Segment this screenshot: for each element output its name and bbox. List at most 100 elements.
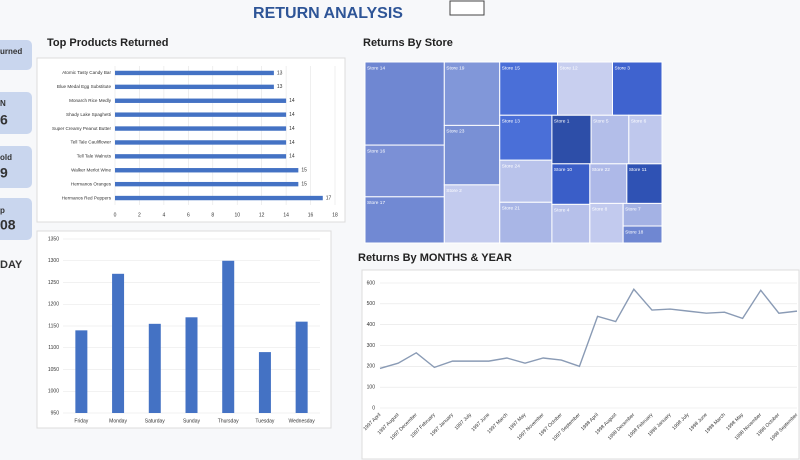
cell-label: Store 23 bbox=[446, 129, 464, 135]
y-tick-label: 1100 bbox=[48, 345, 59, 351]
treemap-cell bbox=[589, 202, 624, 244]
x-tick-label: 0 bbox=[114, 212, 117, 218]
x-tick-label: 6 bbox=[187, 212, 190, 218]
kpi-card bbox=[0, 146, 32, 188]
y-tick-label: 1250 bbox=[48, 280, 59, 286]
cell-label: Store 18 bbox=[625, 229, 643, 235]
x-tick-label: 8 bbox=[211, 212, 214, 218]
data-label: 13 bbox=[277, 84, 283, 90]
y-tick-label: Super Creamy Peanut Butter bbox=[52, 126, 111, 131]
y-tick-label: Hermanos Red Peppers bbox=[62, 195, 112, 200]
cell-label: Store 19 bbox=[446, 65, 464, 71]
cell-label: Store 12 bbox=[559, 65, 577, 71]
y-tick-label: Tell Tale Cauliflower bbox=[70, 140, 111, 145]
treemap-cell bbox=[364, 144, 445, 198]
y-tick-label: Blue Medal Egg Substitute bbox=[57, 84, 112, 89]
bar bbox=[115, 154, 287, 159]
treemap-cell bbox=[499, 114, 553, 161]
x-tick-label: 14 bbox=[283, 212, 289, 218]
kpi-value: 08 bbox=[0, 217, 16, 233]
y-tick-label: 1300 bbox=[48, 258, 59, 264]
x-tick-label: Saturday bbox=[145, 418, 166, 424]
kpi-card bbox=[0, 40, 32, 70]
y-tick-label: Shady Lake Spaghetti bbox=[66, 112, 111, 117]
treemap-cell bbox=[622, 225, 663, 244]
data-label: 14 bbox=[289, 112, 295, 118]
bar bbox=[115, 112, 287, 117]
y-tick-label: 600 bbox=[367, 280, 376, 286]
chart-title: Returns By MONTHS & YEAR bbox=[358, 252, 512, 264]
y-tick-label: 1050 bbox=[48, 367, 59, 373]
bar bbox=[115, 140, 287, 145]
bar bbox=[185, 317, 198, 413]
x-tick-label: 16 bbox=[308, 212, 314, 218]
kpi-label: N bbox=[0, 99, 6, 108]
cell-label: Store 8 bbox=[592, 207, 608, 213]
x-tick-label: 18 bbox=[332, 212, 338, 218]
selection-box bbox=[449, 0, 485, 16]
treemap-cell bbox=[443, 61, 501, 126]
y-tick-label: 1150 bbox=[48, 323, 59, 329]
x-tick-label: Tuesday bbox=[255, 418, 274, 424]
y-tick-label: 100 bbox=[367, 384, 376, 390]
treemap-cell bbox=[551, 163, 591, 205]
x-tick-label: 10 bbox=[234, 212, 240, 218]
y-tick-label: 300 bbox=[367, 343, 376, 349]
cell-label: Store 7 bbox=[625, 207, 641, 213]
y-tick-label: 400 bbox=[367, 322, 376, 328]
data-label: 15 bbox=[301, 168, 307, 174]
y-tick-label: Walker Merlot Wine bbox=[71, 167, 111, 172]
kpi-card bbox=[0, 92, 32, 134]
bar bbox=[115, 126, 287, 131]
cell-label: Store 5 bbox=[593, 119, 609, 125]
cell-label: Store 17 bbox=[367, 200, 385, 206]
treemap-cell bbox=[551, 114, 592, 165]
data-label: 14 bbox=[289, 154, 295, 160]
bar bbox=[258, 352, 271, 413]
cell-label: Store 4 bbox=[554, 208, 570, 214]
cell-label: Store 21 bbox=[502, 206, 520, 212]
data-label: 17 bbox=[326, 195, 332, 201]
cell-label: Store 16 bbox=[367, 148, 385, 154]
bar bbox=[115, 181, 299, 187]
x-tick-label: Wednesday bbox=[288, 418, 315, 424]
bar bbox=[115, 195, 323, 201]
cell-label: Store 6 bbox=[631, 119, 647, 125]
y-tick-label: 0 bbox=[372, 405, 375, 411]
cell-label: Store 1 bbox=[554, 119, 570, 125]
kpi-label: urned bbox=[0, 47, 22, 56]
treemap-cell bbox=[611, 61, 663, 116]
treemap-cell bbox=[364, 196, 445, 244]
treemap-cell bbox=[590, 114, 630, 165]
y-tick-label: 200 bbox=[367, 364, 376, 370]
y-tick-label: 1200 bbox=[48, 302, 59, 308]
kpi-label: p bbox=[0, 206, 5, 215]
treemap-cell bbox=[364, 61, 445, 146]
x-tick-label: Friday bbox=[74, 418, 88, 424]
bar bbox=[115, 168, 299, 173]
x-tick-label: 2 bbox=[138, 212, 141, 218]
cell-label: Store 11 bbox=[629, 167, 647, 173]
bar bbox=[295, 321, 308, 413]
x-tick-label: Monday bbox=[109, 418, 127, 424]
treemap-cell bbox=[551, 203, 591, 244]
data-label: 14 bbox=[289, 140, 295, 146]
bar bbox=[148, 323, 161, 413]
data-label: 13 bbox=[277, 70, 283, 76]
cell-label: Store 10 bbox=[554, 167, 572, 173]
x-tick-label: Thursday bbox=[218, 418, 239, 424]
cell-label: Store 24 bbox=[502, 163, 520, 169]
bar bbox=[115, 84, 274, 90]
chart-title: Returns By Store bbox=[363, 37, 453, 49]
treemap-cell bbox=[443, 184, 501, 244]
treemap-cell bbox=[626, 163, 663, 204]
y-tick-label: 950 bbox=[51, 410, 60, 416]
data-label: 14 bbox=[289, 126, 295, 132]
treemap-cell bbox=[556, 61, 613, 116]
bar bbox=[115, 70, 274, 76]
y-tick-label: Monarch Rice Medly bbox=[69, 98, 112, 103]
side-label: DAY bbox=[0, 259, 23, 271]
bar bbox=[75, 330, 88, 413]
treemap-cell bbox=[589, 163, 628, 204]
